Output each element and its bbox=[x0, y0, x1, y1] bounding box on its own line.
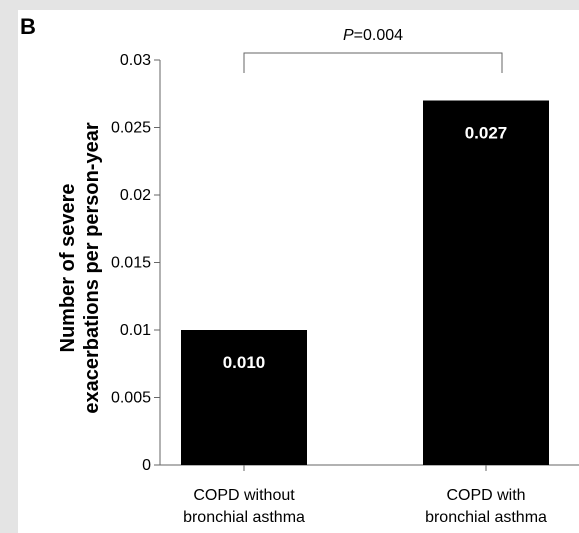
bar bbox=[423, 100, 549, 465]
category-labels: COPD without bronchial asthma COPD with bro… bbox=[183, 487, 547, 526]
p-value-label: P=0.004 bbox=[343, 27, 403, 44]
bar-data-label: 0.027 bbox=[465, 124, 508, 143]
category-label: bronchial asthma bbox=[425, 509, 547, 526]
y-axis-title-line-1: Number of severe bbox=[57, 184, 79, 353]
y-tick-label: 0.025 bbox=[111, 120, 151, 137]
y-tick-label: 0.015 bbox=[111, 255, 151, 272]
bracket-line bbox=[243, 52, 503, 73]
y-axis-title-line-2: exacerbations per person-year bbox=[81, 122, 103, 413]
bar-chart: B Number of severe exacerbations per per… bbox=[20, 14, 579, 526]
category-label: COPD with bbox=[446, 487, 525, 504]
p-symbol: P bbox=[343, 27, 354, 44]
y-tick-label: 0.03 bbox=[120, 52, 151, 69]
bar bbox=[181, 330, 307, 465]
bar-data-label: 0.010 bbox=[223, 353, 266, 372]
panel-label: B bbox=[20, 14, 36, 39]
y-tick-label: 0.005 bbox=[111, 390, 151, 407]
y-tick-label: 0 bbox=[142, 457, 151, 474]
category-label: COPD without bbox=[193, 487, 295, 504]
category-label: bronchial asthma bbox=[183, 509, 305, 526]
y-tick-label: 0.02 bbox=[120, 187, 151, 204]
significance-bracket: P=0.004 bbox=[243, 27, 503, 73]
y-axis-title: Number of severe exacerbations per perso… bbox=[57, 122, 103, 413]
y-tick-label: 0.01 bbox=[120, 322, 151, 339]
axes: 0 0.005 0.01 0.015 0.02 0.025 0.03 bbox=[111, 52, 579, 474]
bars: 0.010 0.027 bbox=[181, 100, 549, 465]
p-value: =0.004 bbox=[354, 27, 403, 44]
chart-panel: B Number of severe exacerbations per per… bbox=[18, 10, 579, 533]
